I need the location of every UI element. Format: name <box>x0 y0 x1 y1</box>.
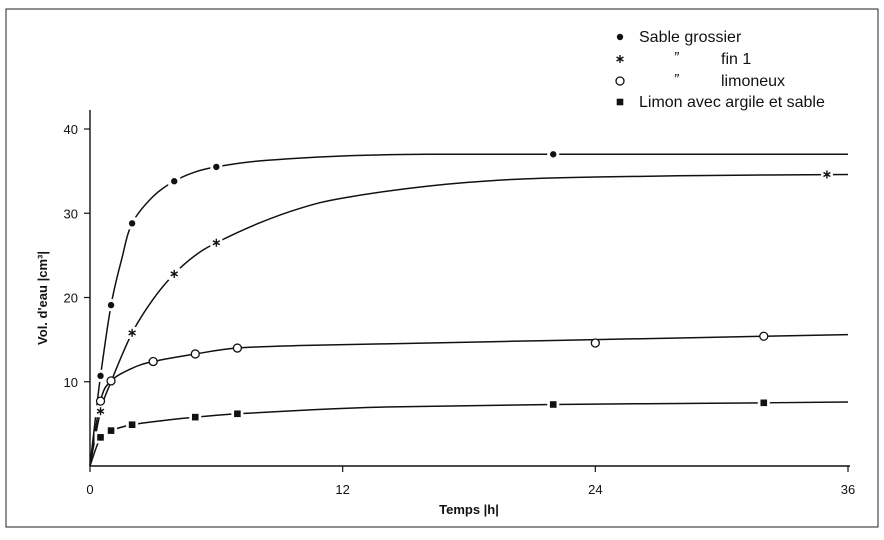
y-tick-label: 30 <box>64 206 78 221</box>
data-point-1 <box>212 238 221 247</box>
x-tick-label: 24 <box>588 482 602 497</box>
x-tick-label: 0 <box>86 482 93 497</box>
series-line-3 <box>89 401 849 467</box>
data-point-2 <box>95 396 106 406</box>
legend-ditto-mark: ” <box>674 49 680 66</box>
data-points <box>94 148 833 444</box>
y-axis-label: Vol. d'eau |cm³| <box>35 251 50 345</box>
y-tick-label: 20 <box>64 291 78 306</box>
data-point-2 <box>759 331 769 341</box>
data-point-2 <box>106 376 116 386</box>
legend-label-2: limoneux <box>721 73 785 90</box>
data-point-3 <box>191 413 199 421</box>
data-point-2 <box>190 349 200 359</box>
asterisk-stroke <box>212 240 221 246</box>
axes: 0 12 24 36 10 20 30 40 Temps |h| Vol. d'eau |cm³| <box>35 110 855 517</box>
data-point-0 <box>107 301 115 309</box>
legend-label-3: Limon avec argile et sable <box>639 94 825 111</box>
data-point-3 <box>128 421 136 429</box>
x-axis-label: Temps |h| <box>439 502 499 517</box>
data-point-1 <box>96 407 105 416</box>
data-point-2 <box>148 356 158 367</box>
legend-marker-3 <box>616 98 624 106</box>
series-line-0 <box>89 153 848 467</box>
data-point-0 <box>171 178 178 185</box>
data-point-3 <box>107 427 115 434</box>
data-point-1 <box>170 269 179 278</box>
legend: Sable grossier ” fin 1 ” limoneux Limon avec … <box>615 29 825 111</box>
series-line-2 <box>89 333 849 467</box>
x-tick-label: 36 <box>841 482 855 497</box>
y-tick-label: 10 <box>64 375 78 390</box>
asterisk-stroke <box>170 271 179 277</box>
data-point-3 <box>97 434 104 441</box>
legend-ditto-mark: ” <box>674 71 680 88</box>
asterisk-stroke <box>823 171 831 178</box>
figure-frame <box>5 8 879 528</box>
data-point-0 <box>550 151 557 158</box>
x-tick-label: 12 <box>335 482 349 497</box>
data-point-3 <box>549 401 557 408</box>
legend-label-0: Sable grossier <box>639 29 742 46</box>
asterisk-stroke <box>616 56 624 62</box>
asterisk-stroke <box>128 330 136 336</box>
series-line-1 <box>89 173 849 467</box>
legend-marker-1 <box>616 55 624 63</box>
series-curves <box>89 153 849 467</box>
legend-marker-0 <box>616 33 624 41</box>
asterisk-stroke <box>96 408 105 414</box>
data-point-0 <box>213 163 220 171</box>
y-tick-label: 40 <box>64 122 78 137</box>
data-point-1 <box>823 170 831 179</box>
legend-marker-2 <box>615 76 625 86</box>
data-point-0 <box>128 220 136 227</box>
data-point-3 <box>760 399 768 407</box>
data-point-1 <box>128 328 136 337</box>
legend-label-1: fin 1 <box>721 51 751 68</box>
data-point-3 <box>234 410 241 418</box>
data-point-0 <box>97 372 104 380</box>
data-point-2 <box>232 343 243 353</box>
data-point-2 <box>590 338 600 348</box>
